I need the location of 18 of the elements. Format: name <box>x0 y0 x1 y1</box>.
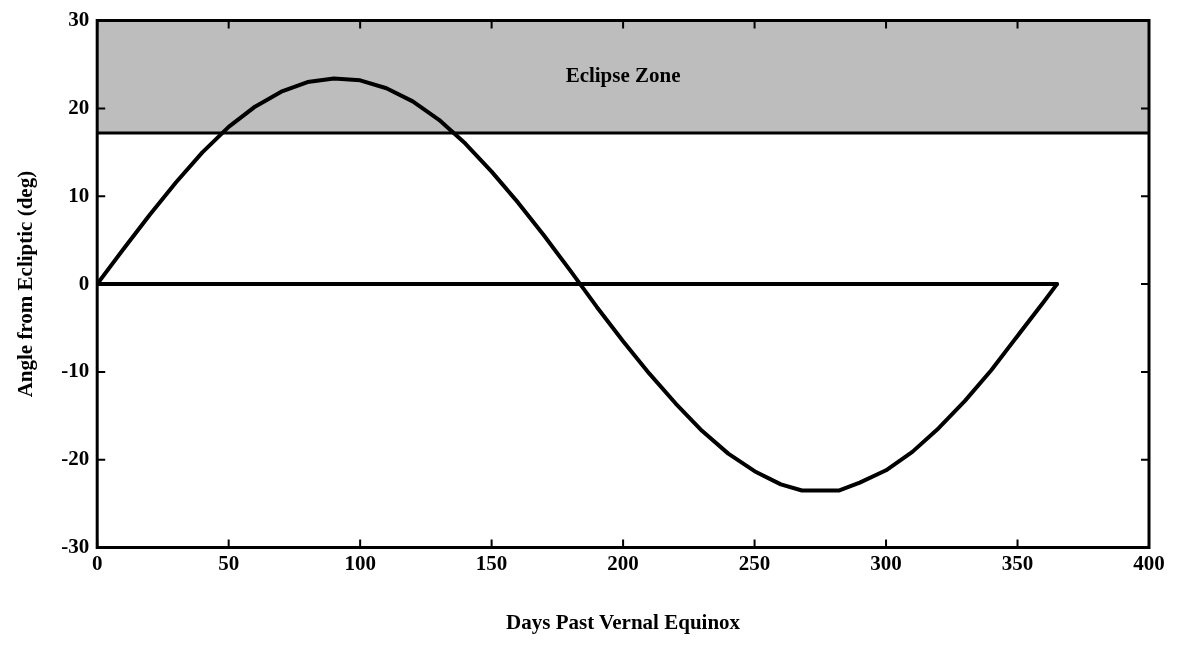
y-tick-label: -10 <box>61 358 90 383</box>
y-tick-label: 10 <box>68 182 90 207</box>
x-tick-label: 200 <box>607 550 639 575</box>
y-axis-title: Angle from Ecliptic (deg) <box>13 170 38 398</box>
y-tick-label: 0 <box>78 270 90 295</box>
x-tick-label: 50 <box>218 550 240 575</box>
x-tick-label: 350 <box>1001 550 1034 575</box>
x-tick-label: 150 <box>475 550 508 575</box>
x-tick-label: 400 <box>1133 550 1165 575</box>
y-tick-label: 20 <box>68 94 90 119</box>
x-tick-label: 300 <box>870 550 902 575</box>
x-tick-label: 100 <box>344 550 376 575</box>
band-label: Eclipse Zone <box>565 63 681 88</box>
y-tick-label: -20 <box>61 446 90 471</box>
y-tick-label: -30 <box>61 534 90 559</box>
x-axis-title: Days Past Vernal Equinox <box>506 609 741 634</box>
y-tick-label: 30 <box>68 7 90 32</box>
x-tick-label: 250 <box>738 550 771 575</box>
